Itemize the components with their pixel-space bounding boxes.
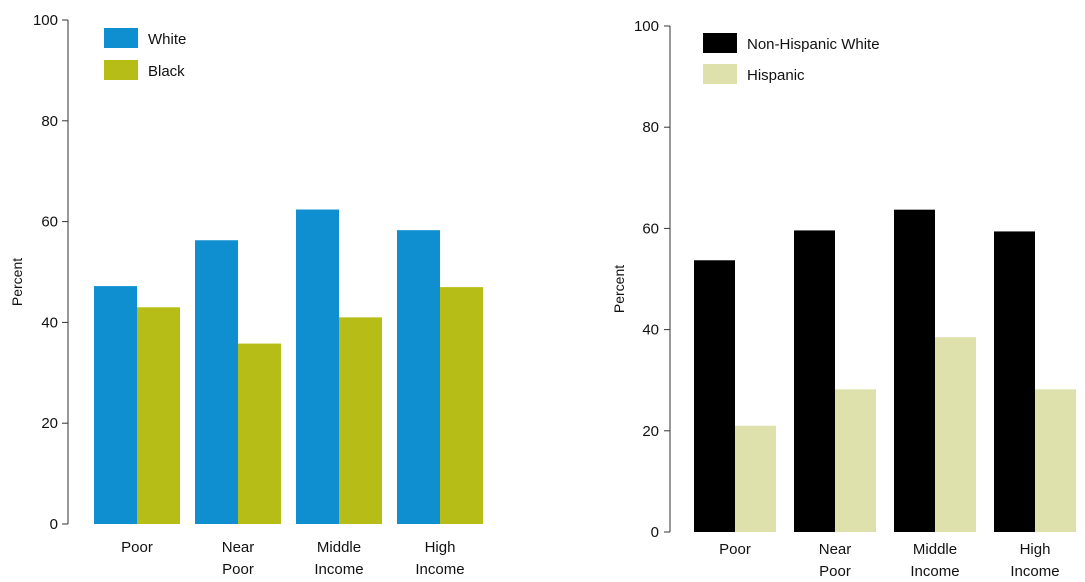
category-label: Near <box>222 539 255 556</box>
bar-white-3 <box>296 209 339 524</box>
legend: Non-Hispanic White Hispanic <box>703 33 880 84</box>
legend-swatch <box>703 33 737 53</box>
legend-label: Non-Hispanic White <box>747 36 880 53</box>
bar-black-1 <box>137 307 180 524</box>
y-tick-label: 20 <box>41 415 58 432</box>
category-label: Income <box>1010 563 1059 580</box>
category-label: Poor <box>719 541 751 558</box>
legend-label: Black <box>148 63 185 80</box>
legend-swatch <box>104 60 138 80</box>
category-label: High <box>425 539 456 556</box>
bar-black-3 <box>339 317 382 524</box>
category-label: Income <box>314 561 363 578</box>
bar-white-4 <box>397 230 440 524</box>
y-tick-label: 100 <box>33 12 58 29</box>
chart-2: 0 20 40 60 80 100 Percent Poor Near Poor Middle Inc… <box>611 18 1076 580</box>
y-tick-label: 0 <box>651 524 659 541</box>
y-tick-label: 60 <box>642 220 659 237</box>
bar-black-2 <box>238 343 281 524</box>
category-label: Near <box>819 541 852 558</box>
bar-non-hispanic-white-1 <box>694 260 735 532</box>
legend-swatch <box>104 28 138 48</box>
bar-hispanic-4 <box>1035 389 1076 532</box>
legend-swatch <box>703 64 737 84</box>
y-tick-label: 60 <box>41 214 58 231</box>
bar-white-2 <box>195 240 238 525</box>
category-label: Middle <box>913 541 957 558</box>
y-tick-label: 0 <box>50 516 58 533</box>
category-label: Income <box>415 561 464 578</box>
bar-hispanic-1 <box>735 425 776 532</box>
category-label: Poor <box>819 563 851 580</box>
y-tick-label: 100 <box>634 18 659 35</box>
chart-1: 0 20 40 60 80 100 Percent Poor Near Poor Middle Inc… <box>9 12 483 578</box>
y-axis-title: Percent <box>9 258 25 306</box>
category-label: High <box>1020 541 1051 558</box>
legend-label: White <box>148 31 186 48</box>
bar-hispanic-2 <box>835 389 876 532</box>
bar-non-hispanic-white-3 <box>894 209 935 533</box>
bar-black-4 <box>440 287 483 524</box>
bar-white-1 <box>94 286 137 524</box>
legend: White Black <box>104 28 186 80</box>
y-tick-label: 80 <box>41 113 58 130</box>
category-label: Middle <box>317 539 361 556</box>
category-label: Poor <box>222 561 254 578</box>
y-axis-title: Percent <box>611 265 627 313</box>
y-tick-label: 20 <box>642 423 659 440</box>
category-label: Poor <box>121 539 153 556</box>
bar-non-hispanic-white-4 <box>994 231 1035 532</box>
y-tick-label: 40 <box>642 322 659 339</box>
bar-non-hispanic-white-2 <box>794 230 835 532</box>
y-tick-label: 40 <box>41 314 58 331</box>
legend-label: Hispanic <box>747 67 805 84</box>
category-label: Income <box>910 563 959 580</box>
y-tick-label: 80 <box>642 119 659 136</box>
bar-hispanic-3 <box>935 337 976 532</box>
